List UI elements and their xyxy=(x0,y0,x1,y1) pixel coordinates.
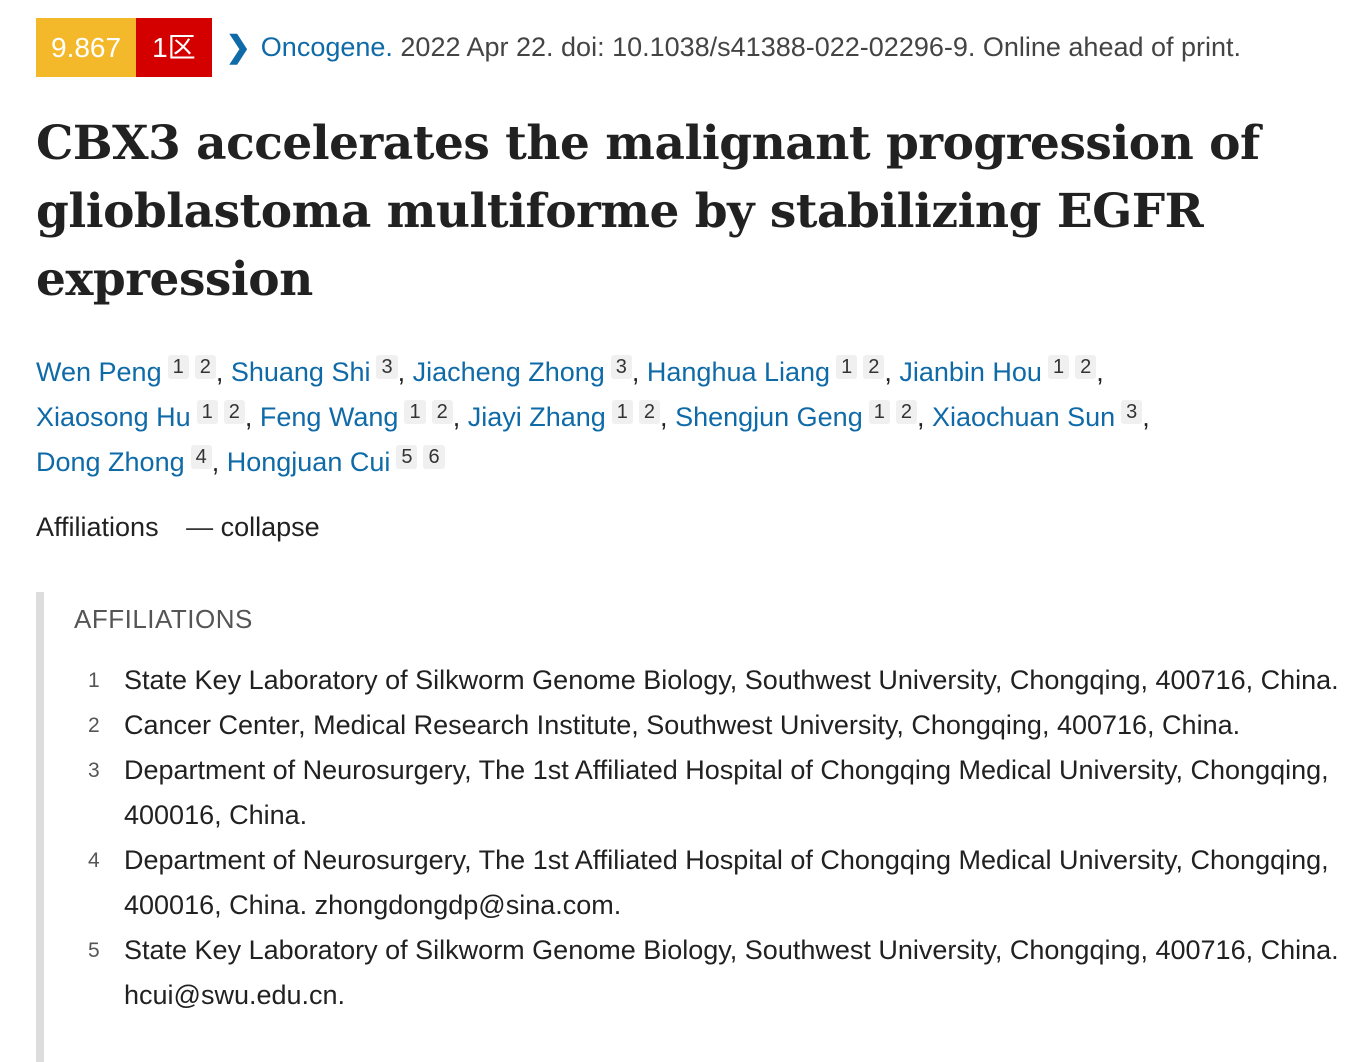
affiliations-panel: AFFILIATIONS 1 State Key Laboratory of Si… xyxy=(36,592,1366,1062)
affiliations-toggle[interactable]: Affiliations — collapse xyxy=(36,512,320,543)
affiliation-ref-button[interactable]: 2 xyxy=(194,355,216,379)
separator: , xyxy=(452,402,468,432)
affiliation-number: 2 xyxy=(88,714,100,737)
affiliation-ref-button[interactable]: 3 xyxy=(1121,400,1143,424)
affiliation-ref-button[interactable]: 1 xyxy=(836,355,858,379)
author-item: Jiayi Zhang 1 2, xyxy=(467,400,676,432)
author-link[interactable]: Jianbin Hou xyxy=(899,357,1042,387)
affiliation-ref-button[interactable]: 1 xyxy=(611,400,633,424)
affiliation-number: 5 xyxy=(88,939,100,962)
affiliation-item: 1 State Key Laboratory of Silkworm Genome… xyxy=(82,658,1366,703)
affiliation-item: 3 Department of Neurosurgery, The 1st Aff… xyxy=(82,748,1366,838)
author-link[interactable]: Hanghua Liang xyxy=(646,357,831,387)
zone-badge: 1区 xyxy=(136,18,212,77)
author-link[interactable]: Feng Wang xyxy=(259,402,399,432)
collapse-link[interactable]: collapse xyxy=(220,512,320,542)
author-link[interactable]: Jiayi Zhang xyxy=(467,402,606,432)
affiliation-ref-button[interactable]: 1 xyxy=(868,400,890,424)
separator: , xyxy=(244,402,260,432)
separator: , xyxy=(215,357,231,387)
affiliation-ref-button[interactable]: 5 xyxy=(396,445,418,469)
separator: , xyxy=(1096,357,1104,387)
affiliation-number: 1 xyxy=(88,669,100,692)
affiliation-item: 4 Department of Neurosurgery, The 1st Aff… xyxy=(82,838,1366,928)
separator: , xyxy=(660,402,676,432)
author-link[interactable]: Wen Peng xyxy=(36,357,162,387)
separator: , xyxy=(211,447,227,477)
affiliation-text: Department of Neurosurgery, The 1st Affi… xyxy=(124,755,1329,830)
affiliation-number: 3 xyxy=(88,759,100,782)
affiliation-ref-button[interactable]: 2 xyxy=(638,400,661,424)
affiliation-text: Department of Neurosurgery, The 1st Affi… xyxy=(124,845,1329,920)
author-item: Feng Wang 1 2, xyxy=(259,400,468,432)
author-link[interactable]: Jiacheng Zhong xyxy=(412,357,605,387)
affiliation-ref-button[interactable]: 2 xyxy=(895,400,917,424)
author-item: Dong Zhong 4, xyxy=(36,445,227,477)
affiliation-text: State Key Laboratory of Silkworm Genome … xyxy=(124,935,1339,1010)
affiliation-ref-button[interactable]: 2 xyxy=(1075,355,1097,379)
article-title: CBX3 accelerates the malignant progressi… xyxy=(36,116,1260,307)
author-item: Shengjun Geng 1 2, xyxy=(675,400,932,432)
author-list: Wen Peng 1 2, Shuang Shi 3, Jiacheng Zhong 3… xyxy=(36,350,1356,485)
affiliation-ref-button[interactable]: 2 xyxy=(223,400,245,424)
author-item: Xiaochuan Sun 3, xyxy=(931,400,1150,432)
affiliation-text: State Key Laboratory of Silkworm Genome … xyxy=(124,665,1339,695)
author-link[interactable]: Hongjuan Cui xyxy=(226,447,391,477)
author-item: Jianbin Hou 1 2, xyxy=(899,355,1104,387)
separator: , xyxy=(397,357,413,387)
author-item: Shuang Shi 3, xyxy=(230,355,413,387)
affiliation-ref-button[interactable]: 2 xyxy=(863,355,885,379)
author-link[interactable]: Xiaosong Hu xyxy=(36,402,191,432)
affiliation-ref-button[interactable]: 6 xyxy=(423,445,445,469)
affiliation-ref-button[interactable]: 1 xyxy=(167,355,189,379)
chevron-right-icon[interactable]: ❯ xyxy=(225,31,251,64)
author-link[interactable]: Shengjun Geng xyxy=(675,402,863,432)
affiliation-ref-button[interactable]: 3 xyxy=(610,355,632,379)
affiliation-ref-button[interactable]: 2 xyxy=(431,400,453,424)
affiliations-heading: AFFILIATIONS xyxy=(74,604,253,634)
journal-link[interactable]: Oncogene. xyxy=(260,32,393,62)
author-item: Hanghua Liang 1 2, xyxy=(646,355,900,387)
author-item: Hongjuan Cui 5 6 xyxy=(226,445,445,477)
author-item: Xiaosong Hu 1 2, xyxy=(36,400,260,432)
citation-details: 2022 Apr 22. doi: 10.1038/s41388-022-022… xyxy=(392,32,1242,62)
affiliation-item: 2 Cancer Center, Medical Research Institu… xyxy=(82,703,1366,748)
affiliation-text: Cancer Center, Medical Research Institut… xyxy=(124,710,1241,740)
affiliation-ref-button[interactable]: 1 xyxy=(1047,355,1070,379)
author-link[interactable]: Xiaochuan Sun xyxy=(931,402,1116,432)
separator: , xyxy=(916,402,932,432)
affiliation-ref-button[interactable]: 4 xyxy=(190,445,212,469)
affiliation-ref-button[interactable]: 1 xyxy=(196,400,218,424)
citation: Oncogene. 2022 Apr 22. doi: 10.1038/s413… xyxy=(261,32,1241,63)
author-link[interactable]: Shuang Shi xyxy=(230,357,371,387)
affiliations-label: Affiliations xyxy=(36,512,159,542)
citation-bar: 9.867 1区 ❯ Oncogene. 2022 Apr 22. doi: 1… xyxy=(36,18,1241,77)
separator: , xyxy=(631,357,647,387)
author-item: Jiacheng Zhong 3, xyxy=(412,355,647,387)
author-link[interactable]: Dong Zhong xyxy=(36,447,185,477)
minus-icon: — xyxy=(186,512,214,542)
affiliation-ref-button[interactable]: 3 xyxy=(376,355,398,379)
affiliation-item: 5 State Key Laboratory of Silkworm Genome… xyxy=(82,928,1366,1018)
separator: , xyxy=(1142,402,1150,432)
affiliations-list: 1 State Key Laboratory of Silkworm Genome… xyxy=(82,658,1366,1018)
separator: , xyxy=(884,357,900,387)
affiliation-number: 4 xyxy=(88,849,100,872)
author-item: Wen Peng 1 2, xyxy=(36,355,231,387)
impact-factor-badge: 9.867 xyxy=(36,18,137,77)
affiliation-ref-button[interactable]: 1 xyxy=(404,400,426,424)
